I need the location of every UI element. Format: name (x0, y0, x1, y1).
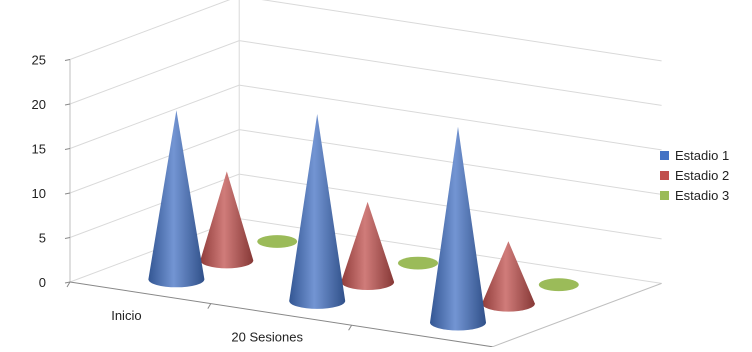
y-tick-mark (65, 104, 70, 105)
y-tick-label: 25 (32, 53, 46, 68)
y-tick-mark (65, 238, 70, 239)
cone-2-2 (539, 278, 579, 291)
cone-1-1 (341, 202, 394, 290)
legend: Estadio 1 Estadio 2 Estadio 3 (660, 145, 729, 205)
y-tick-label: 0 (39, 275, 46, 290)
y-tick-label: 15 (32, 142, 46, 157)
gridline (70, 130, 662, 195)
legend-item: Estadio 2 (660, 165, 729, 185)
legend-item: Estadio 1 (660, 145, 729, 165)
x-tick-mark (208, 304, 211, 309)
cone-1-2 (482, 241, 535, 311)
y-tick-mark (65, 193, 70, 194)
gridline (70, 85, 662, 150)
legend-label: Estadio 3 (675, 188, 729, 203)
y-tick-label: 10 (32, 186, 46, 201)
cone-0-2 (430, 127, 486, 331)
y-tick-label: 20 (32, 97, 46, 112)
legend-label: Estadio 1 (675, 148, 729, 163)
legend-swatch (660, 171, 669, 180)
x-tick-mark (349, 325, 352, 330)
gridline (70, 0, 662, 61)
cone-2-1 (398, 257, 438, 270)
legend-swatch (660, 191, 669, 200)
y-tick-mark (65, 149, 70, 150)
cone-2-0 (257, 235, 297, 248)
legend-swatch (660, 151, 669, 160)
cone-0-0 (148, 110, 204, 287)
cone-0-1 (289, 114, 345, 309)
legend-item: Estadio 3 (660, 185, 729, 205)
x-tick-label: Inicio (111, 308, 141, 323)
x-tick-label: 20 Sesiones (231, 329, 303, 344)
legend-label: Estadio 2 (675, 168, 729, 183)
y-tick-label: 5 (39, 231, 46, 246)
y-tick-mark (65, 60, 70, 61)
gridline (70, 41, 662, 106)
